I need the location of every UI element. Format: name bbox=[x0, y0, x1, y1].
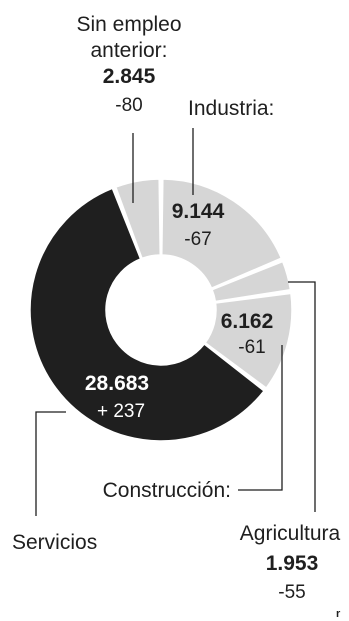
label-industria-value: 9.144 bbox=[172, 200, 225, 223]
label-industria-name: Industria: bbox=[188, 97, 274, 120]
label-construccion-name: Construcción: bbox=[103, 479, 231, 502]
label-servicios-change: + 237 bbox=[97, 401, 145, 422]
donut-slice-industria bbox=[161, 178, 283, 290]
donut-slices bbox=[29, 178, 293, 442]
leader-line-construccion bbox=[238, 345, 283, 491]
donut-slice-agricultura bbox=[211, 260, 292, 303]
label-servicios-value: 28.683 bbox=[85, 372, 149, 395]
donut-slice-construcci-n bbox=[204, 292, 293, 390]
label-sin-empleo-value: 2.845 bbox=[103, 65, 156, 88]
donut-slice-servicios bbox=[29, 187, 266, 442]
label-sin-empleo-line1: Sin empleo anterior: bbox=[76, 13, 181, 62]
label-industria-change: -67 bbox=[184, 229, 211, 250]
leader-lines bbox=[35, 128, 316, 516]
leader-line-agricultura bbox=[288, 281, 316, 512]
label-construccion-value: 6.162 bbox=[221, 310, 274, 333]
label-sin-empleo: Sin empleo anterior: 2.845 -80 bbox=[76, 13, 181, 116]
leader-line-servicios bbox=[35, 411, 66, 516]
label-agricultura-change: -55 bbox=[278, 582, 305, 603]
label-agricultura-value: 1.953 bbox=[266, 552, 319, 575]
donut-slice-sin-empleo-anterior bbox=[114, 178, 161, 260]
label-construccion-change: -61 bbox=[238, 337, 265, 358]
label-agricultura-name: Agricultura bbox=[240, 522, 341, 545]
label-servicios-name: Servicios bbox=[12, 531, 97, 554]
label-sin-empleo-change: -80 bbox=[115, 95, 142, 116]
publisher-logo: r bbox=[336, 608, 341, 620]
